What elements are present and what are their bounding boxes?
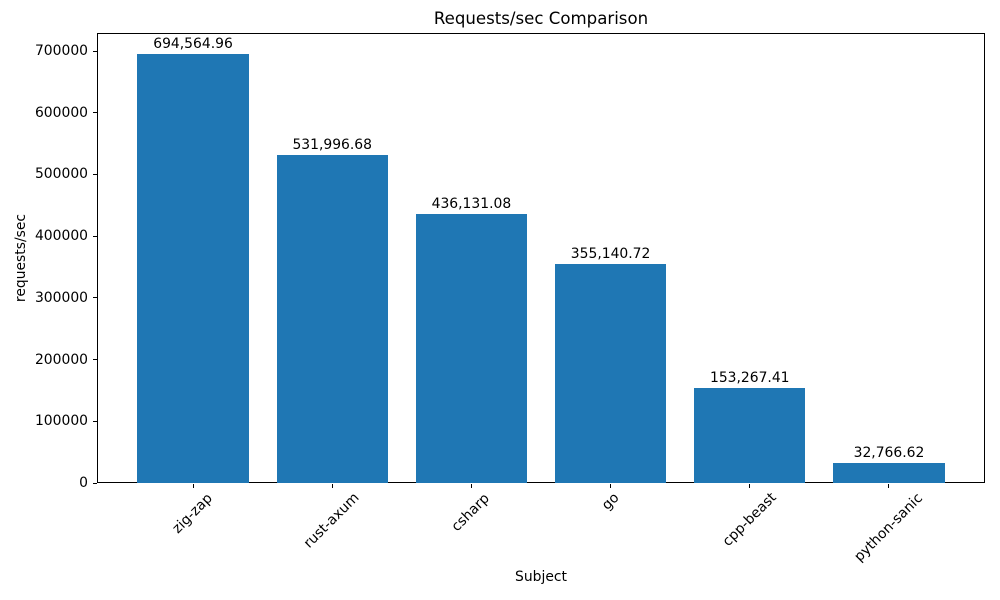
bar — [833, 462, 945, 483]
y-tick-label: 0 — [79, 475, 88, 491]
x-tick-label: cpp-beast — [719, 490, 780, 551]
y-tick-label: 400000 — [34, 228, 88, 245]
bar-value-label: 153,267.41 — [709, 370, 790, 387]
bar-value-label: 531,996.68 — [292, 136, 372, 153]
chart-title: Requests/sec Comparison — [433, 9, 649, 28]
y-tick-mark — [93, 112, 97, 114]
bar — [415, 213, 528, 483]
y-tick-label: 300000 — [34, 289, 88, 306]
x-tick-label: rust-axum — [301, 489, 363, 552]
x-axis-label: Subject — [515, 569, 567, 585]
y-tick-label: 100000 — [34, 413, 88, 430]
bar — [694, 388, 806, 483]
x-tick-mark — [331, 484, 333, 488]
x-tick-label: csharp — [448, 490, 494, 535]
y-tick-label: 500000 — [34, 166, 88, 183]
bar — [137, 54, 249, 483]
x-tick-label: zig-zap — [169, 490, 216, 537]
bar — [554, 263, 667, 483]
bar-value-label: 694,564.96 — [153, 36, 233, 53]
x-tick-mark — [749, 484, 751, 488]
y-tick-mark — [93, 420, 97, 422]
x-tick-mark — [470, 484, 472, 488]
bar-value-label: 32,766.62 — [853, 444, 925, 461]
x-tick-mark — [888, 484, 890, 488]
x-tick-mark — [192, 484, 194, 488]
y-tick-label: 700000 — [34, 43, 88, 60]
x-tick-label: go — [598, 489, 623, 514]
y-tick-mark — [93, 235, 97, 237]
bar-value-label: 436,131.08 — [431, 195, 512, 212]
y-tick-mark — [93, 297, 97, 299]
y-tick-mark — [93, 173, 97, 175]
x-tick-label: python-sanic — [851, 490, 926, 565]
x-tick-mark — [610, 484, 612, 488]
y-tick-label: 200000 — [34, 351, 88, 368]
y-tick-mark — [93, 359, 97, 361]
y-tick-label: 600000 — [34, 104, 88, 121]
bar — [276, 154, 388, 483]
y-tick-mark — [93, 50, 97, 52]
bar-value-label: 355,140.72 — [570, 245, 651, 262]
y-tick-mark — [93, 482, 97, 484]
y-axis-label: requests/sec — [13, 213, 29, 303]
